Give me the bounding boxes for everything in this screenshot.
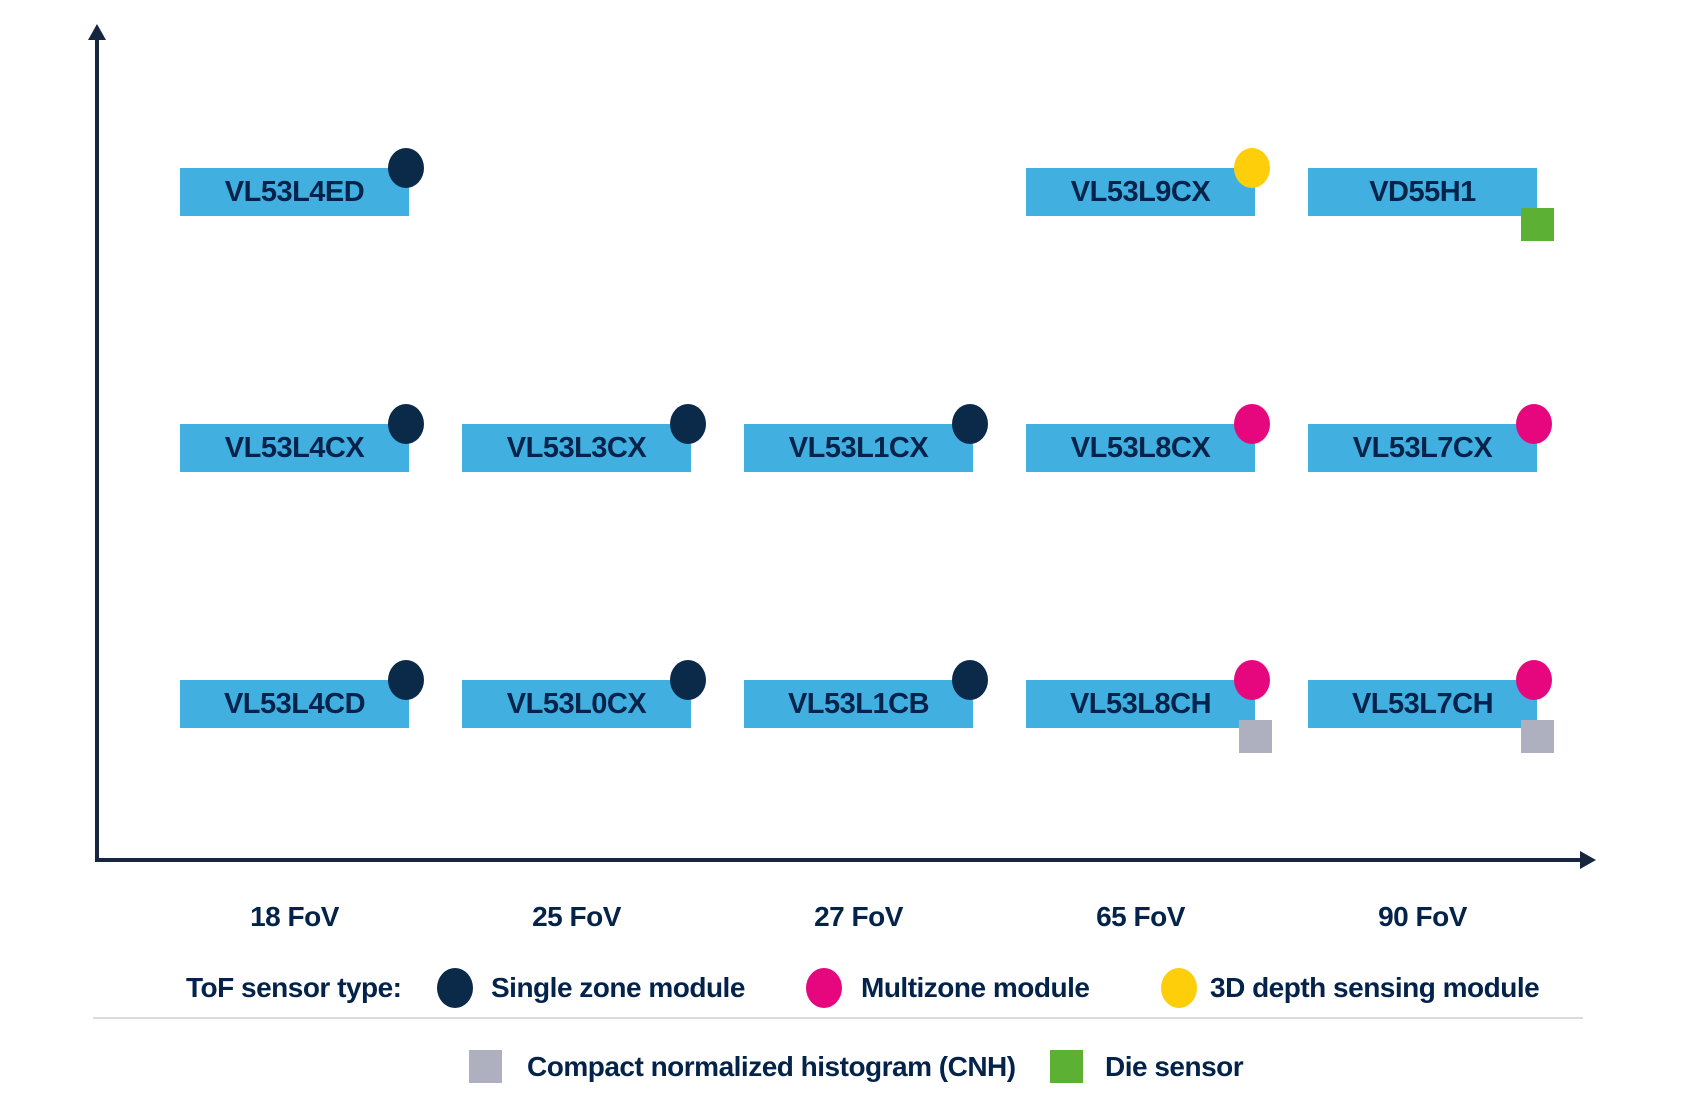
cnh-legend-icon (469, 1050, 502, 1083)
product-box: VL53L7CH (1308, 660, 1554, 753)
3d-depth-legend-label: 3D depth sensing module (1210, 972, 1540, 1003)
product-label: VL53L3CX (506, 432, 647, 464)
product-label: VL53L4ED (224, 176, 365, 208)
x-axis-label: 90 FoV (1378, 901, 1467, 932)
multizone-marker-icon (1516, 660, 1552, 700)
single-zone-marker-icon (952, 404, 988, 444)
x-axis-label: 27 FoV (814, 901, 903, 932)
product-label: VL53L8CX (1070, 432, 1211, 464)
product-box: VL53L1CX (744, 404, 988, 472)
x-axis-label: 25 FoV (532, 901, 621, 932)
product-box: VL53L8CX (1026, 404, 1270, 472)
single-zone-marker-icon (388, 404, 424, 444)
product-label: VD55H1 (1369, 176, 1476, 208)
product-box: VL53L4ED (180, 148, 424, 216)
product-label: VL53L7CX (1352, 432, 1493, 464)
product-box: VL53L4CX (180, 404, 424, 472)
product-box: VL53L3CX (462, 404, 706, 472)
y-axis-arrowhead-icon (88, 24, 106, 40)
legend-divider (93, 1017, 1583, 1019)
single-zone-legend-label: Single zone module (491, 972, 745, 1003)
single-zone-marker-icon (388, 148, 424, 188)
product-box: VL53L0CX (462, 660, 706, 728)
product-label: VL53L4CX (224, 432, 365, 464)
product-box: VL53L8CH (1026, 660, 1272, 753)
multizone-marker-icon (1516, 404, 1552, 444)
single-zone-marker-icon (952, 660, 988, 700)
3d-depth-legend-icon (1161, 968, 1197, 1008)
x-axis-arrowhead-icon (1580, 851, 1596, 869)
product-box: VL53L7CX (1308, 404, 1552, 472)
multizone-marker-icon (1234, 404, 1270, 444)
multizone-legend-icon (806, 968, 842, 1008)
single-zone-legend-icon (437, 968, 473, 1008)
product-label: VL53L9CX (1070, 176, 1211, 208)
product-box: VL53L1CB (744, 660, 988, 728)
die-sensor-legend-label: Die sensor (1105, 1051, 1244, 1082)
product-label: VL53L1CX (788, 432, 929, 464)
single-zone-marker-icon (670, 404, 706, 444)
product-box: VL53L4CD (180, 660, 424, 728)
cnh-marker-icon (1239, 720, 1272, 753)
product-label: VL53L4CD (223, 688, 366, 720)
product-label: VL53L0CX (506, 688, 647, 720)
x-axis-line (95, 858, 1583, 862)
product-label: VL53L8CH (1069, 688, 1212, 720)
product-label: VL53L1CB (787, 688, 930, 720)
y-axis-line (95, 38, 99, 860)
multizone-legend-label: Multizone module (861, 972, 1090, 1003)
x-axis-label: 65 FoV (1096, 901, 1185, 932)
3d-depth-marker-icon (1234, 148, 1270, 188)
product-box: VL53L9CX (1026, 148, 1270, 216)
cnh-marker-icon (1521, 720, 1554, 753)
product-box: VD55H1 (1308, 168, 1554, 241)
multizone-marker-icon (1234, 660, 1270, 700)
die-sensor-marker-icon (1521, 208, 1554, 241)
single-zone-marker-icon (388, 660, 424, 700)
cnh-legend-label: Compact normalized histogram (CNH) (527, 1051, 1016, 1082)
single-zone-marker-icon (670, 660, 706, 700)
die-sensor-legend-icon (1050, 1050, 1083, 1083)
legend-title: ToF sensor type: (186, 972, 402, 1003)
product-label: VL53L7CH (1351, 688, 1494, 720)
x-axis-label: 18 FoV (250, 901, 339, 932)
